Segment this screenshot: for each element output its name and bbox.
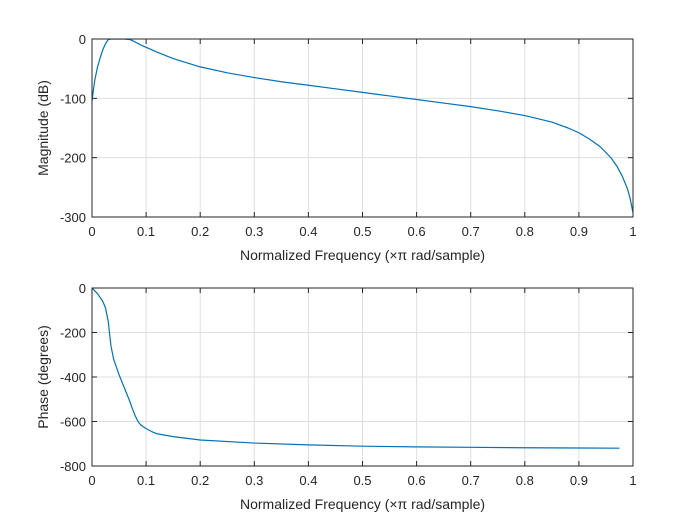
magnitude-x-tick-label: 0.1 [137, 224, 155, 239]
magnitude-plot: 0 0.1 0.2 0.3 0.4 0.5 0.6 0.7 0.8 0.9 1 -300 -200 -10… [35, 32, 637, 263]
phase-y-tick-label: 0 [79, 281, 86, 296]
phase-axes-box [91, 287, 634, 467]
phase-x-tick-label: 0.3 [245, 473, 263, 488]
phase-x-tick-label: 0.6 [408, 473, 426, 488]
phase-x-tick-label: 0.8 [516, 473, 534, 488]
phase-x-tick-label: 0.2 [191, 473, 209, 488]
phase-y-tick-label: -200 [60, 326, 86, 341]
magnitude-x-tick-label: 0.3 [245, 224, 263, 239]
phase-y-tick-label: -600 [60, 415, 86, 430]
magnitude-x-tick-label: 0.5 [353, 224, 371, 239]
magnitude-y-tick-label: -200 [60, 151, 86, 166]
magnitude-y-tick-label: 0 [79, 32, 86, 47]
magnitude-x-axis-label: Normalized Frequency (×π rad/sample) [240, 247, 485, 263]
magnitude-axes-box [91, 38, 634, 218]
phase-y-tick-label: -400 [60, 370, 86, 385]
magnitude-x-tick-label: 0.7 [462, 224, 480, 239]
phase-x-tick-label: 0.4 [299, 473, 317, 488]
phase-x-tick-label: 0.7 [462, 473, 480, 488]
phase-y-axis-label: Phase (degrees) [35, 325, 51, 429]
phase-x-tick-label: 0.9 [570, 473, 588, 488]
magnitude-x-tick-label: 0 [88, 224, 95, 239]
phase-plot: 0 0.1 0.2 0.3 0.4 0.5 0.6 0.7 0.8 0.9 1 -800 -600 -40… [35, 281, 637, 512]
phase-y-tick-label: -800 [60, 459, 86, 474]
phase-x-tick-label: 1 [629, 473, 636, 488]
phase-x-tick-label: 0 [88, 473, 95, 488]
magnitude-series-line [92, 39, 633, 213]
magnitude-x-tick-label: 0.9 [570, 224, 588, 239]
magnitude-y-tick-label: -300 [60, 210, 86, 225]
magnitude-x-tick-label: 0.8 [516, 224, 534, 239]
phase-x-axis-label: Normalized Frequency (×π rad/sample) [240, 496, 485, 512]
magnitude-x-tick-label: 0.4 [299, 224, 317, 239]
magnitude-y-tick-label: -100 [60, 91, 86, 106]
phase-series-line [92, 288, 620, 449]
magnitude-x-tick-label: 0.6 [408, 224, 426, 239]
magnitude-x-tick-label: 1 [629, 224, 636, 239]
phase-x-tick-label: 0.5 [353, 473, 371, 488]
magnitude-y-axis-label: Magnitude (dB) [35, 80, 51, 176]
magnitude-x-tick-label: 0.2 [191, 224, 209, 239]
phase-x-tick-label: 0.1 [137, 473, 155, 488]
